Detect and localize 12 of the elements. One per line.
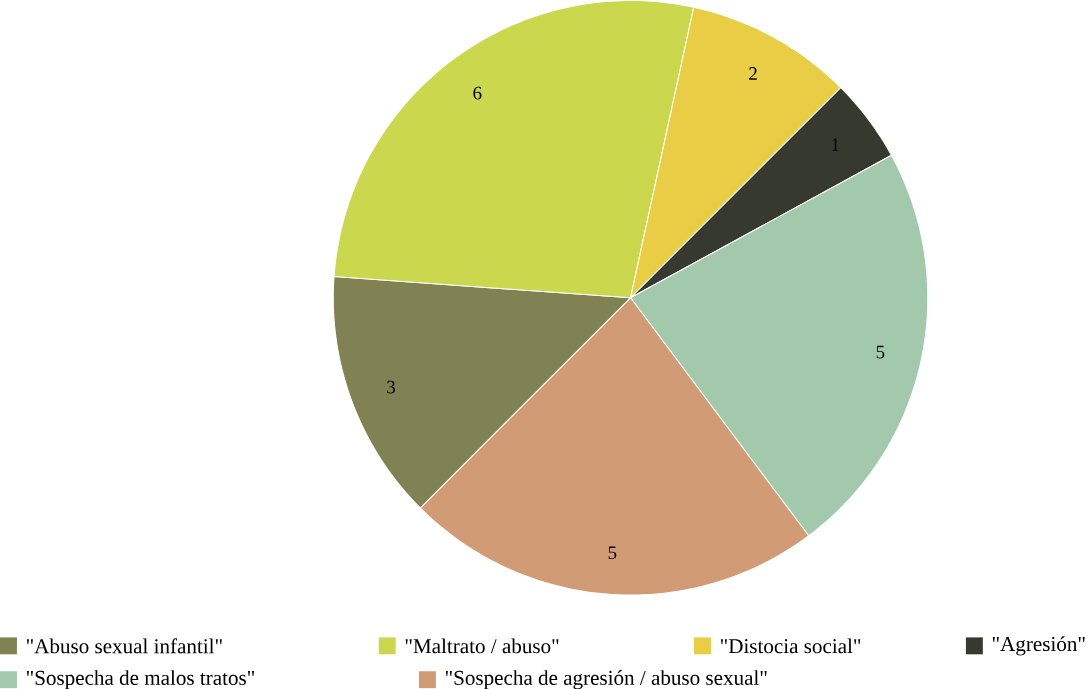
data-label: 5	[608, 546, 617, 559]
legend-label: "Distocia social"	[720, 638, 861, 654]
data-label: 5	[876, 345, 885, 359]
data-label: 2	[749, 66, 757, 80]
data-label: 6	[473, 86, 482, 100]
data-label: 1	[832, 138, 839, 151]
legend-label: "Sospecha de agresión / abuso sexual"	[445, 669, 767, 689]
data-label: 3	[387, 380, 396, 394]
legend-label: "Sospecha de malos tratos"	[26, 669, 254, 689]
legend-label: "Agresión"	[992, 636, 1085, 656]
legend-label: "Maltrato / abuso"	[405, 638, 559, 654]
legend-label: "Abuso sexual infantil"	[26, 638, 222, 654]
